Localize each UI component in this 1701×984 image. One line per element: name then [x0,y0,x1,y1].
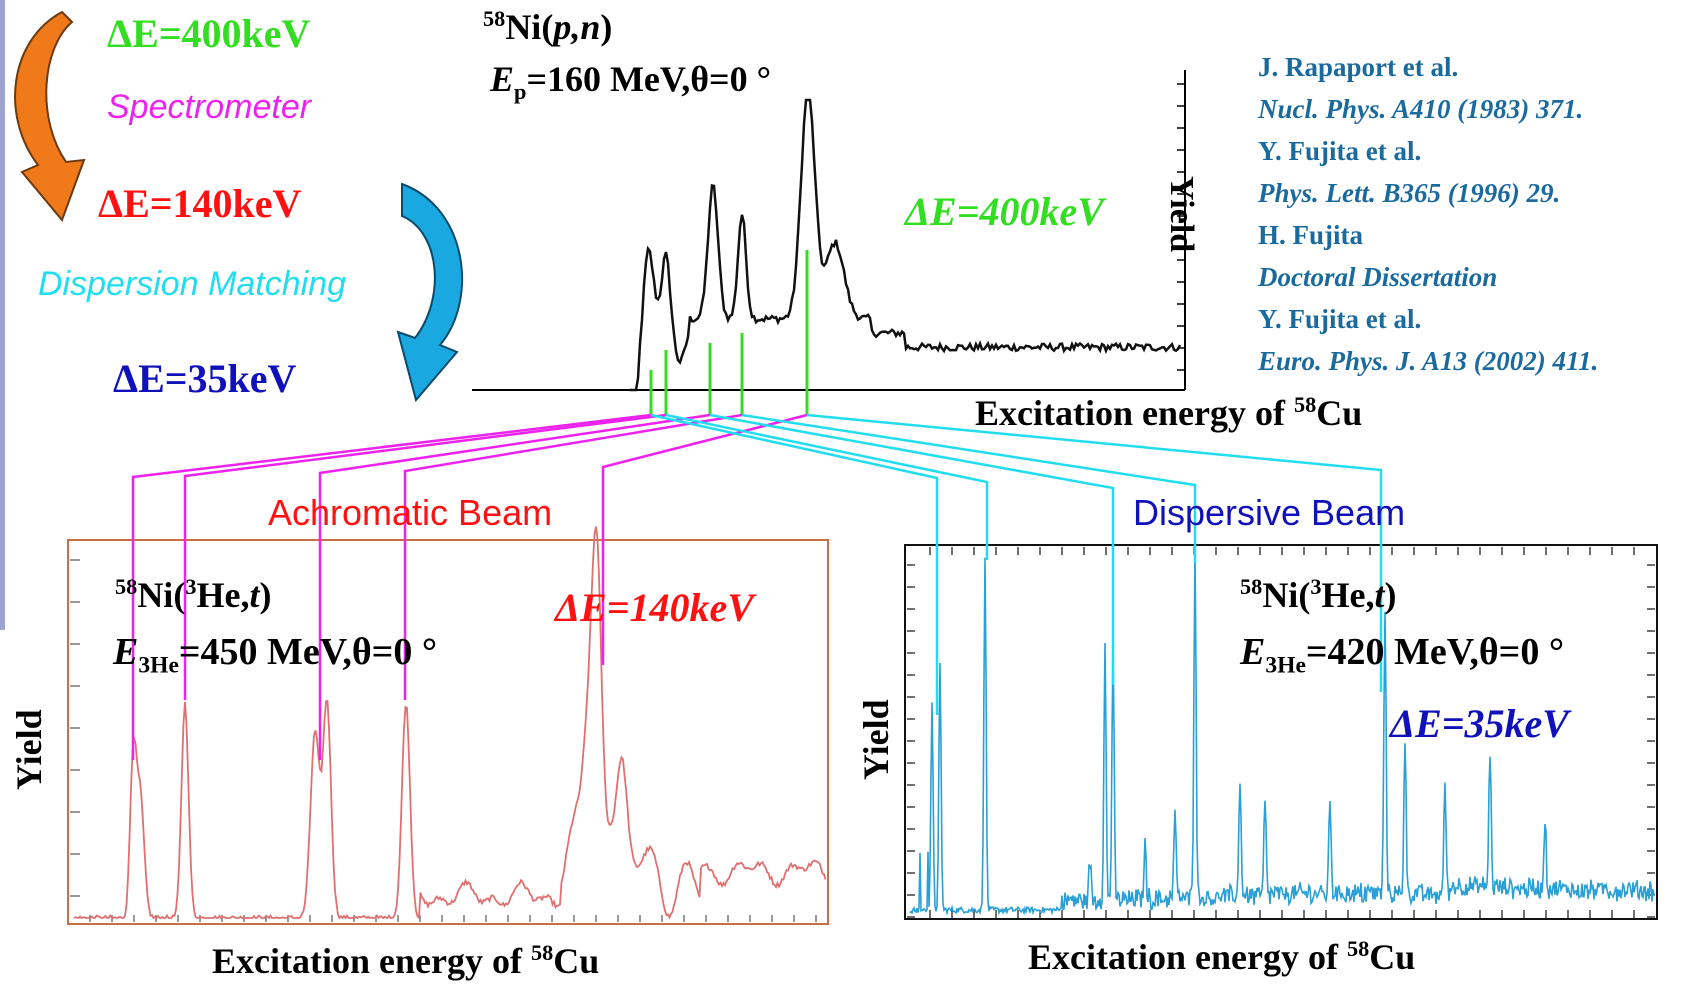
right-xlabel: Excitation energy of 58Cu [1028,936,1416,977]
connector-lines [131,413,1383,760]
dispersion-arrow-icon [396,182,464,403]
spectrometer-label: Spectrometer [107,88,312,126]
resolution-400: ΔE=400keV [107,11,311,56]
left-ylabel: Yield [9,709,49,790]
left-xlabel: Excitation energy of 58Cu [212,940,600,981]
magenta-connector [403,413,743,700]
right-resolution-label: ΔE=35keV [1390,701,1569,746]
cyan-connector [806,413,1383,692]
left-spectrum-line [73,526,827,920]
ref-3-journal: Doctoral Dissertation [1258,262,1498,292]
left-spectrum [70,526,827,922]
cyan-connector [709,413,1115,685]
ref-4-journal: Euro. Phys. J. A13 (2002) 411. [1258,346,1599,376]
top-spectrum [472,70,1186,415]
top-resolution-label: ΔE=400keV [905,189,1104,234]
right-reaction-label: 58Ni(3He,t) [1240,574,1397,615]
magenta-connector [183,413,667,700]
top-spectrum-line [630,98,1182,392]
ref-3-authors: H. Fujita [1258,220,1363,250]
right-panel-frame [904,544,1658,920]
ref-2-journal: Phys. Lett. B365 (1996) 29. [1258,178,1561,208]
left-resolution-label: ΔE=140keV [555,585,754,630]
left-reaction-label: 58Ni(3He,t) [115,574,272,615]
right-spectrum [907,546,1655,918]
ref-1-journal: Nucl. Phys. A410 (1983) 371. [1258,94,1584,124]
top-ylabel: Yield [1163,176,1200,253]
dispersion-matching-label: Dispersion Matching [38,265,347,303]
left-energy-label: E3He=450 MeV,θ=0 ° [113,631,438,679]
resolution-35: ΔE=35keV [113,356,297,401]
spectrometer-arrow-icon [14,10,86,222]
resolution-140: ΔE=140keV [98,181,302,226]
ref-4-authors: Y. Fujita et al. [1258,304,1422,334]
ref-2-authors: Y. Fujita et al. [1258,136,1422,166]
top-energy-label: Ep=160 MeV,θ=0 ° [490,59,771,105]
left-panel-frame [67,539,829,925]
right-panel-title: Dispersive Beam [1133,492,1406,533]
ref-1-authors: J. Rapaport et al. [1258,52,1459,82]
right-ylabel: Yield [856,699,896,780]
magenta-connector [131,413,652,760]
right-spectrum-line [909,546,1655,916]
cyan-connector [665,413,989,560]
side-accent-bar [0,0,5,630]
magenta-connector [601,413,808,665]
top-reaction-label: 58Ni(p,n) [483,6,613,47]
left-panel-title: Achromatic Beam [268,492,553,533]
right-energy-label: E3He=420 MeV,θ=0 ° [1240,631,1565,679]
top-xlabel: Excitation energy of 58Cu [975,392,1363,433]
cyan-connector [741,413,1197,563]
cyan-connector [650,413,939,715]
magenta-connector [318,413,711,760]
